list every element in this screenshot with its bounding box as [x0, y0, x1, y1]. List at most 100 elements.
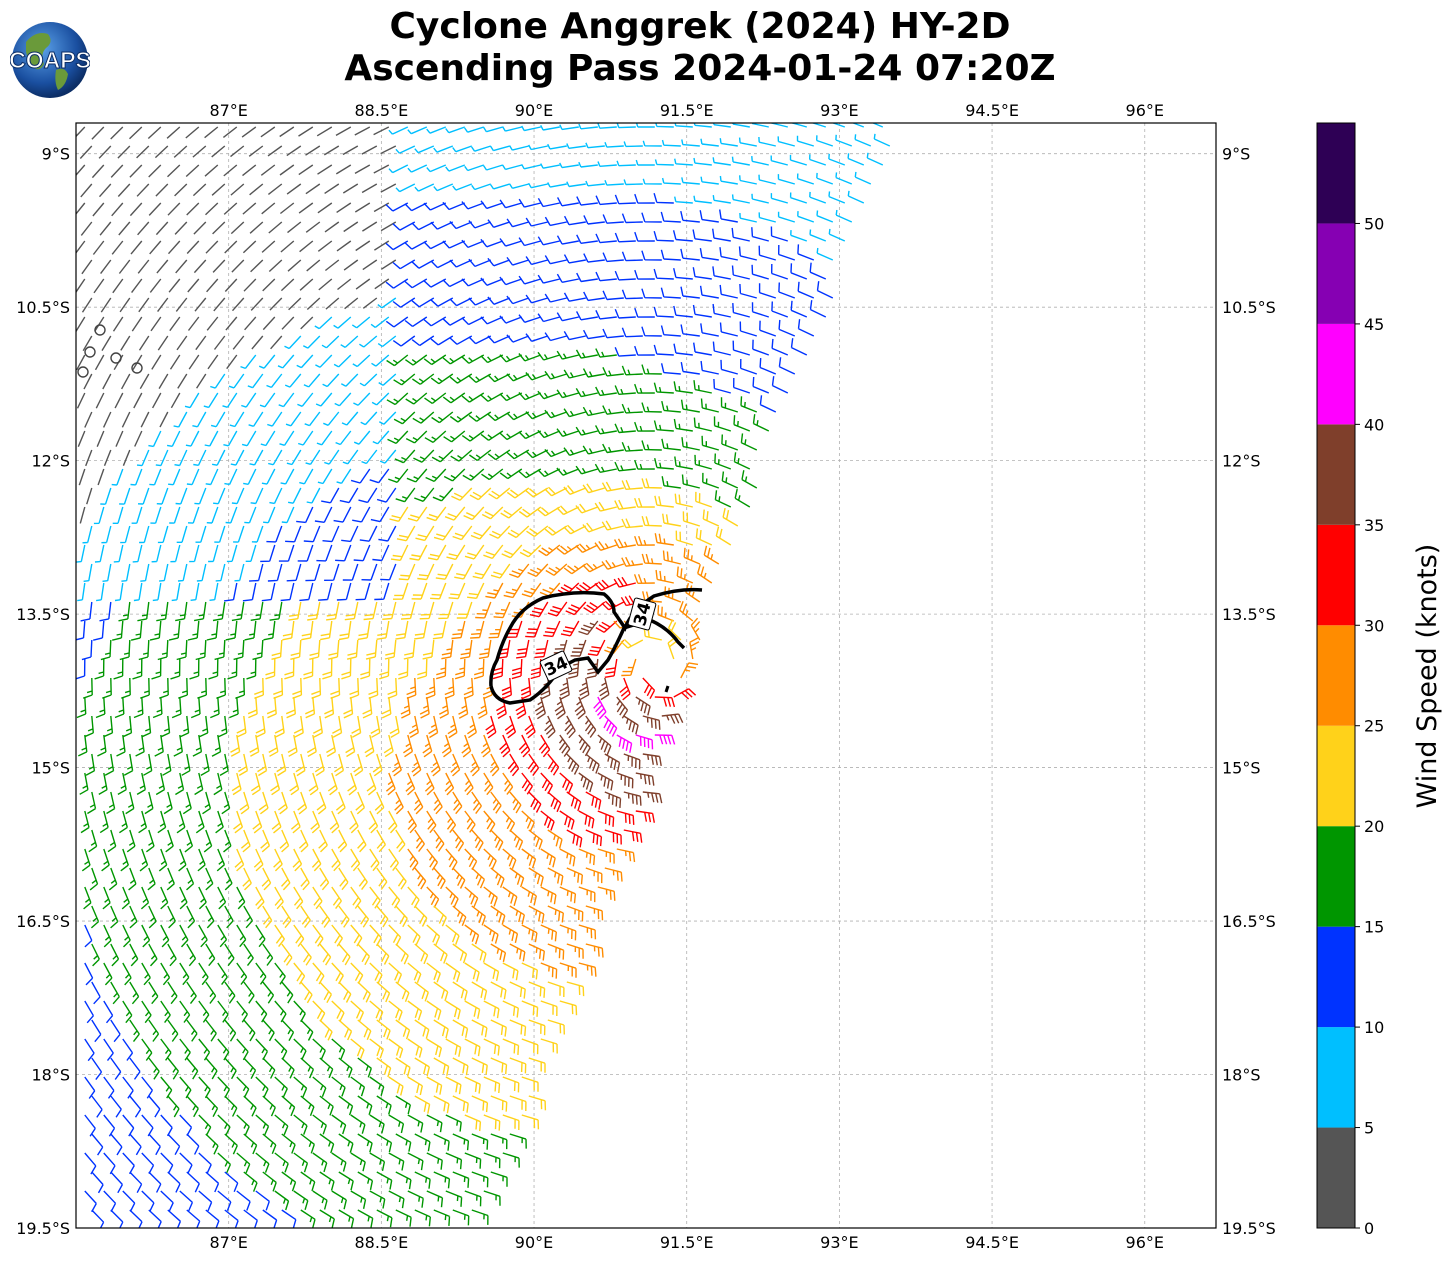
wind-barb [175, 259, 188, 274]
wind-barb [238, 753, 249, 777]
wind-barb [452, 145, 473, 153]
wind-barb [370, 316, 390, 328]
wind-barb [582, 329, 605, 340]
wind-barb [338, 1133, 354, 1153]
wind-barb [198, 1000, 210, 1023]
wind-barb [179, 1190, 194, 1212]
wind-barb [392, 221, 416, 231]
wind-barb [195, 335, 207, 351]
wind-barb [778, 244, 796, 261]
wind-barb [147, 867, 156, 891]
wind-barb [110, 1095, 122, 1118]
wind-barb [777, 136, 795, 147]
wind-barb [445, 848, 458, 871]
wind-barb [471, 1171, 489, 1188]
wind-barb [499, 315, 523, 324]
wind-barb [265, 658, 276, 680]
wind-barb [243, 1095, 257, 1117]
wind-barb [585, 905, 604, 921]
wind-barb [444, 677, 455, 700]
wind-barb [388, 924, 402, 946]
wind-barb [395, 620, 409, 640]
wind-barb [129, 164, 143, 178]
wind-barb [452, 1019, 469, 1038]
wind-barb [575, 349, 598, 359]
wind-barb [487, 219, 511, 228]
wind-barb [312, 1038, 326, 1060]
wind-barb [547, 943, 565, 960]
wind-barb [537, 468, 561, 478]
wind-barb [528, 791, 542, 813]
wind-barb [119, 639, 131, 661]
wind-barb [502, 164, 522, 171]
wind-barb [558, 734, 571, 757]
wind-barb [435, 563, 454, 580]
wind-barb [267, 563, 283, 582]
wind-barb [160, 715, 171, 738]
wind-barb [135, 734, 145, 757]
wind-barb [307, 601, 321, 621]
wind-barb [91, 1209, 105, 1228]
wind-barb [480, 354, 504, 364]
wind-barb [141, 1152, 155, 1175]
wind-barb [377, 335, 397, 348]
wind-barb [538, 734, 551, 758]
wind-barb [424, 772, 435, 796]
wind-barb [211, 183, 226, 196]
wind-barb [129, 1057, 141, 1080]
wind-barb [828, 153, 846, 166]
wind-barb [84, 1000, 95, 1024]
wind-barb [369, 1152, 386, 1172]
wind-barb [641, 212, 662, 223]
wind-barb [451, 620, 466, 640]
wind-barb [537, 351, 561, 361]
wind-barb [515, 696, 527, 720]
wind-barb [303, 525, 321, 543]
wind-barb [167, 1209, 182, 1228]
wind-barb [488, 620, 504, 639]
wind-barb [528, 829, 543, 850]
wind-barb [582, 562, 606, 573]
wind-barb [464, 1076, 481, 1094]
wind-barb [540, 1000, 558, 1017]
wind-barb [681, 437, 700, 451]
wind-barb [149, 620, 162, 641]
wind-barb [224, 905, 234, 929]
wind-barb [372, 753, 383, 777]
wind-barb [672, 230, 693, 242]
wind-barb [712, 341, 731, 356]
wind-barb [407, 1114, 424, 1133]
wind-barb [233, 810, 244, 834]
wind-barb [578, 772, 594, 793]
wind-barb [143, 753, 153, 776]
wind-barb [621, 658, 637, 677]
wind-barb [433, 1209, 451, 1226]
wind-barb [471, 1057, 488, 1075]
wind-barb [343, 221, 359, 233]
wind-barb [501, 677, 512, 700]
wind-barb [129, 943, 139, 967]
wind-barb [236, 1000, 248, 1023]
wind-barb [158, 848, 168, 872]
wind-barb [525, 256, 548, 266]
wind-barb [262, 1019, 275, 1042]
wind-barb [426, 886, 440, 908]
wind-barb [597, 810, 615, 827]
wind-barb [148, 981, 159, 1005]
wind-barb [490, 981, 507, 1000]
wind-barb [654, 159, 674, 166]
wind-barb [131, 506, 143, 524]
wind-barb [432, 487, 454, 502]
wind-barb [405, 772, 416, 796]
wind-barb [566, 181, 586, 188]
wind-barb [204, 126, 219, 139]
wind-barb [186, 905, 196, 929]
wind-barb [661, 400, 681, 413]
wind-barb [714, 453, 732, 470]
wind-barb [324, 183, 340, 194]
wind-barb [171, 696, 182, 719]
wind-barb [719, 138, 738, 147]
wind-barb [261, 582, 276, 602]
wind-barb [111, 468, 124, 486]
